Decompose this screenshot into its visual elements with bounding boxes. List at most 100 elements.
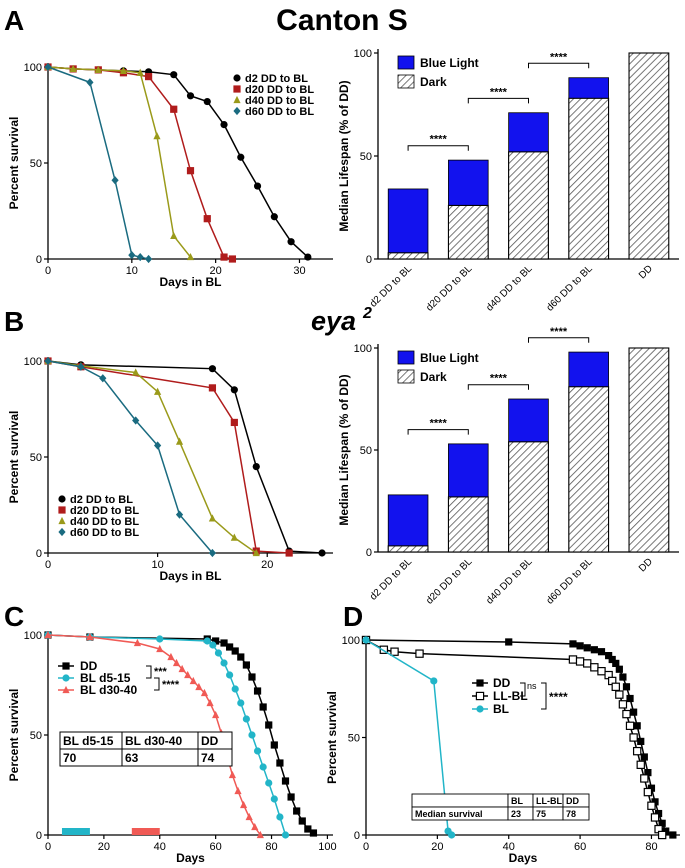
data-point — [253, 687, 262, 695]
data-point — [212, 710, 220, 719]
x-tick-label: 20 — [98, 841, 110, 853]
category-label: d60 DD to BL — [545, 556, 596, 607]
data-point — [186, 252, 195, 261]
data-point — [242, 715, 250, 723]
data-point — [226, 671, 234, 679]
legend-label: BL d5-15 — [80, 671, 131, 685]
data-point — [209, 641, 217, 649]
data-point — [206, 698, 214, 707]
significance-label: **** — [550, 51, 568, 63]
data-point — [226, 643, 234, 651]
table-header: BL d5-15 — [63, 734, 114, 748]
y-axis-label: Median Lifespan (% of DD) — [337, 80, 351, 231]
data-point — [597, 666, 606, 676]
data-point — [44, 630, 52, 639]
data-point — [245, 812, 253, 821]
data-point — [203, 215, 211, 223]
legend-label: DD — [493, 676, 511, 690]
data-point — [265, 779, 273, 787]
significance-label: **** — [162, 679, 180, 691]
x-tick-label: 80 — [265, 841, 277, 853]
figure-title-mid-sup: 2 — [362, 305, 372, 322]
data-point — [259, 703, 267, 711]
bar-blue-light — [387, 494, 429, 553]
data-point — [154, 387, 162, 395]
table-header: DD — [201, 734, 219, 748]
bar-dark — [568, 97, 610, 260]
data-point — [256, 830, 264, 839]
data-point — [69, 64, 77, 73]
y-tick-label: 0 — [36, 254, 42, 266]
data-point — [569, 640, 577, 648]
panel-label-b: B — [4, 306, 24, 337]
data-point — [214, 649, 223, 657]
data-point — [144, 73, 153, 81]
data-point — [170, 231, 178, 240]
y-tick-label: 0 — [36, 548, 42, 560]
panel-label-a: A — [4, 5, 24, 36]
table-header: LL-BL — [536, 796, 562, 806]
x-tick-label: 30 — [293, 265, 305, 277]
data-point — [270, 741, 278, 749]
data-point — [133, 638, 142, 647]
data-point — [220, 639, 228, 647]
data-point — [259, 763, 267, 771]
data-point — [669, 831, 677, 839]
data-point — [252, 463, 260, 471]
legend-swatch — [397, 74, 415, 89]
data-point — [220, 253, 228, 261]
data-point — [230, 533, 238, 541]
data-point — [285, 549, 293, 557]
data-point — [270, 795, 278, 803]
data-point — [629, 733, 638, 742]
data-point — [390, 647, 399, 656]
data-point — [318, 549, 326, 557]
data-point — [132, 416, 140, 425]
data-point — [430, 677, 438, 685]
significance-bracket — [467, 384, 529, 390]
data-point — [237, 153, 245, 161]
data-point — [618, 700, 628, 709]
data-point — [195, 682, 203, 691]
category-label: d40 DD to BL — [484, 263, 535, 314]
data-point — [172, 658, 181, 667]
data-point — [590, 663, 599, 672]
table-header: BL d30-40 — [125, 734, 182, 748]
significance-bracket — [407, 145, 469, 151]
data-point — [230, 386, 238, 394]
table-header: BL — [511, 796, 523, 806]
legend-label: BL d30-40 — [80, 683, 137, 697]
data-point — [252, 548, 260, 557]
category-label: DD — [637, 263, 655, 281]
data-point — [132, 368, 140, 376]
legend-label: BL — [493, 702, 509, 716]
data-point — [611, 682, 620, 692]
data-point — [242, 661, 250, 669]
significance-bracket — [407, 429, 469, 435]
data-point — [630, 708, 638, 716]
y-axis-label: Percent survival — [7, 117, 21, 210]
table-value: 23 — [511, 809, 521, 819]
data-point — [643, 787, 653, 797]
data-point — [644, 769, 652, 777]
data-point — [186, 92, 195, 100]
data-point — [237, 699, 245, 707]
data-point — [153, 132, 161, 140]
data-point — [189, 676, 197, 685]
data-point — [119, 66, 128, 74]
data-point — [234, 786, 242, 795]
data-point — [186, 167, 195, 175]
bar-dark — [387, 545, 429, 553]
series-line — [47, 66, 192, 258]
category-label: d60 DD to BL — [545, 263, 596, 314]
legend-marker — [58, 495, 66, 503]
legend-marker — [58, 527, 66, 537]
chart-a-survival: 0 50 100 0 10 20 30 Days in BL Percent survival d… — [7, 62, 333, 289]
legend-marker — [475, 691, 485, 701]
data-point — [276, 759, 284, 767]
legend-marker — [58, 516, 66, 525]
data-point — [583, 659, 592, 668]
data-point — [156, 635, 164, 643]
bar-dark — [508, 441, 549, 553]
